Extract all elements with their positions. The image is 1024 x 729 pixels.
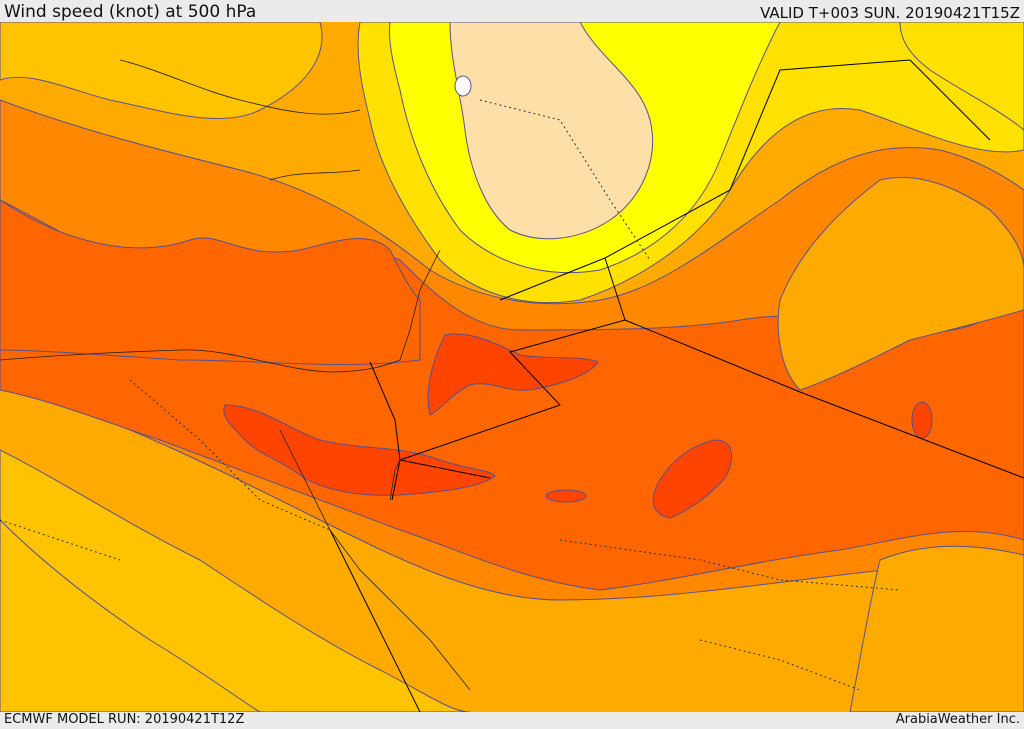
region-borders (0, 99, 901, 691)
coastline (0, 249, 441, 373)
band-max-small (545, 489, 587, 503)
band-north-calm (449, 22, 654, 240)
coastline (279, 429, 471, 691)
map-header: Wind speed (knot) at 500 hPa VALID T+003… (0, 0, 1024, 22)
band-southeast (849, 545, 1024, 712)
band-southwest-inner (0, 519, 261, 712)
border-line (399, 319, 1024, 479)
band-east-orange (777, 176, 1024, 391)
band-northwest (0, 22, 323, 120)
border-line (329, 529, 421, 712)
map-canvas (0, 22, 1024, 712)
coastline (269, 169, 361, 181)
band-max-saudi (652, 439, 733, 519)
border-line (559, 539, 901, 591)
band-mediterranean-core (0, 199, 421, 365)
border-line (399, 459, 491, 479)
border-line (479, 99, 651, 261)
country-borders (329, 59, 1024, 712)
band-max-jordan (427, 333, 599, 416)
wind-speed-map[interactable] (0, 22, 1024, 712)
map-title: Wind speed (knot) at 500 hPa (4, 2, 257, 22)
band-northeast (899, 22, 1024, 131)
coastline (119, 59, 361, 115)
coastline (389, 459, 401, 501)
calm-spot (454, 75, 472, 97)
border-line (369, 361, 401, 501)
model-run: ECMWF MODEL RUN: 20190421T12Z (4, 712, 245, 727)
border-line (499, 257, 606, 301)
coastlines (0, 59, 471, 691)
border-line (129, 379, 331, 531)
band-max-egypt (223, 404, 496, 496)
band-max-east (911, 401, 933, 439)
border-line (604, 59, 991, 321)
brand-label: ArabiaWeather Inc. (895, 712, 1020, 727)
map-footer: ECMWF MODEL RUN: 20190421T12Z ArabiaWeat… (0, 712, 1024, 729)
border-line (0, 519, 121, 561)
valid-time: VALID T+003 SUN. 20190421T15Z (760, 4, 1020, 22)
